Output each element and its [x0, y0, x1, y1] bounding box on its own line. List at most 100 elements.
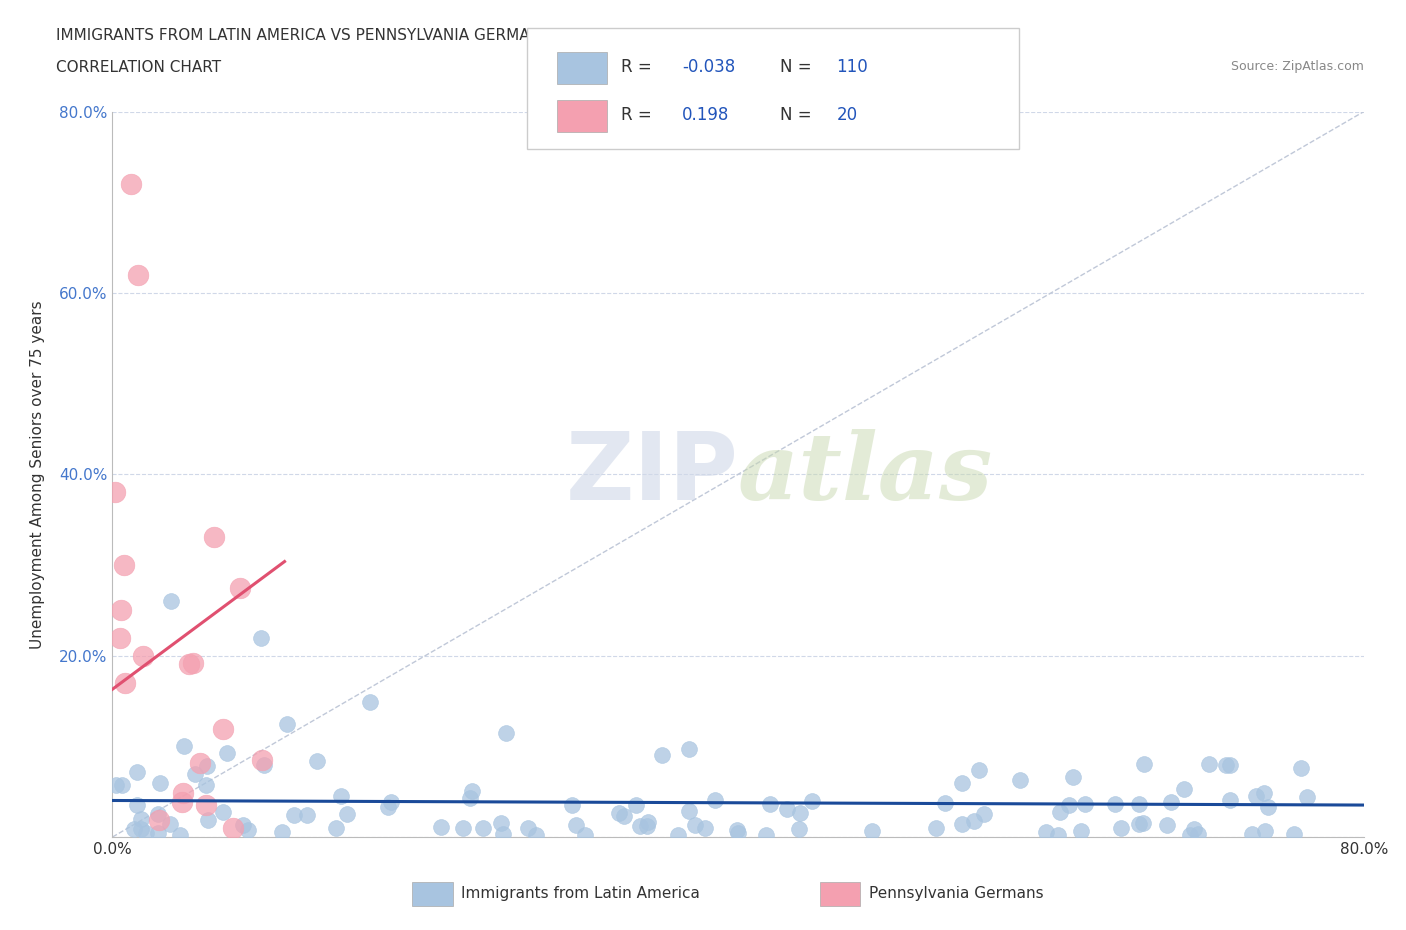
Point [380, 794, 402, 809]
Point [925, 820, 948, 835]
Text: atlas: atlas [738, 430, 994, 519]
Text: N =: N = [780, 58, 817, 76]
Point [1070, 824, 1092, 839]
Point [250, 631, 273, 645]
Point [495, 725, 517, 740]
Y-axis label: Unemployment Among Seniors over 75 years: Unemployment Among Seniors over 75 years [31, 300, 45, 648]
Point [962, 814, 984, 829]
Text: 0.198: 0.198 [682, 106, 730, 125]
Point [517, 821, 540, 836]
Point [160, 594, 183, 609]
Point [252, 753, 274, 768]
Point [305, 753, 328, 768]
Text: Source: ZipAtlas.com: Source: ZipAtlas.com [1230, 60, 1364, 73]
Point [451, 821, 474, 836]
Point [125, 764, 148, 779]
Point [1010, 772, 1032, 787]
Point [222, 820, 245, 835]
Point [759, 797, 782, 812]
Point [148, 813, 170, 828]
Text: Pennsylvania Germans: Pennsylvania Germans [869, 886, 1043, 901]
Point [651, 748, 673, 763]
Point [489, 816, 512, 830]
Text: 110: 110 [837, 58, 869, 76]
Point [215, 745, 238, 760]
Point [183, 767, 205, 782]
Point [934, 795, 956, 810]
Point [776, 801, 799, 816]
Point [212, 722, 235, 737]
Point [283, 808, 305, 823]
Point [1187, 826, 1209, 841]
Point [295, 807, 318, 822]
Point [1128, 796, 1150, 811]
Point [800, 793, 823, 808]
Point [607, 805, 630, 820]
Point [149, 776, 172, 790]
Point [172, 786, 194, 801]
Point [1156, 817, 1178, 832]
Point [683, 817, 706, 832]
Point [146, 807, 169, 822]
Point [212, 805, 235, 820]
Point [678, 804, 700, 818]
Point [127, 268, 149, 283]
Point [110, 777, 132, 792]
Point [973, 807, 995, 822]
Point [492, 827, 515, 842]
Point [950, 817, 973, 831]
Text: R =: R = [621, 106, 658, 125]
Point [755, 828, 778, 843]
Point [276, 716, 298, 731]
Point [253, 758, 276, 773]
Point [666, 828, 689, 843]
Point [574, 828, 596, 843]
Point [195, 759, 218, 774]
Point [129, 821, 152, 836]
Point [132, 648, 155, 663]
Point [950, 776, 973, 790]
Point [1198, 757, 1220, 772]
Point [1047, 828, 1070, 843]
Point [1073, 797, 1095, 812]
Point [336, 806, 359, 821]
Text: R =: R = [621, 58, 658, 76]
Point [172, 795, 194, 810]
Point [967, 763, 990, 777]
Point [789, 805, 811, 820]
Point [1178, 828, 1201, 843]
Point [727, 826, 749, 841]
Point [860, 823, 883, 838]
Point [1289, 761, 1312, 776]
Point [1182, 821, 1205, 836]
Text: -0.038: -0.038 [682, 58, 735, 76]
Point [202, 529, 225, 544]
Point [325, 820, 347, 835]
Point [1295, 790, 1317, 805]
Point [330, 789, 353, 804]
Text: CORRELATION CHART: CORRELATION CHART [56, 60, 221, 75]
Point [173, 738, 195, 753]
Point [471, 821, 494, 836]
Point [108, 631, 131, 645]
Point [129, 812, 152, 827]
Point [169, 828, 191, 843]
Point [1109, 821, 1132, 836]
Point [114, 675, 136, 690]
Point [1257, 800, 1279, 815]
Point [148, 826, 170, 841]
Point [195, 777, 218, 792]
Point [1173, 781, 1195, 796]
Point [561, 798, 583, 813]
Point [526, 828, 548, 843]
Text: 20: 20 [837, 106, 858, 125]
Point [124, 821, 146, 836]
Point [695, 821, 717, 836]
Point [110, 603, 132, 618]
Point [613, 808, 636, 823]
Point [1240, 827, 1263, 842]
Text: ZIP: ZIP [565, 429, 738, 520]
Point [461, 784, 484, 799]
Point [1128, 817, 1150, 831]
Point [430, 819, 453, 834]
